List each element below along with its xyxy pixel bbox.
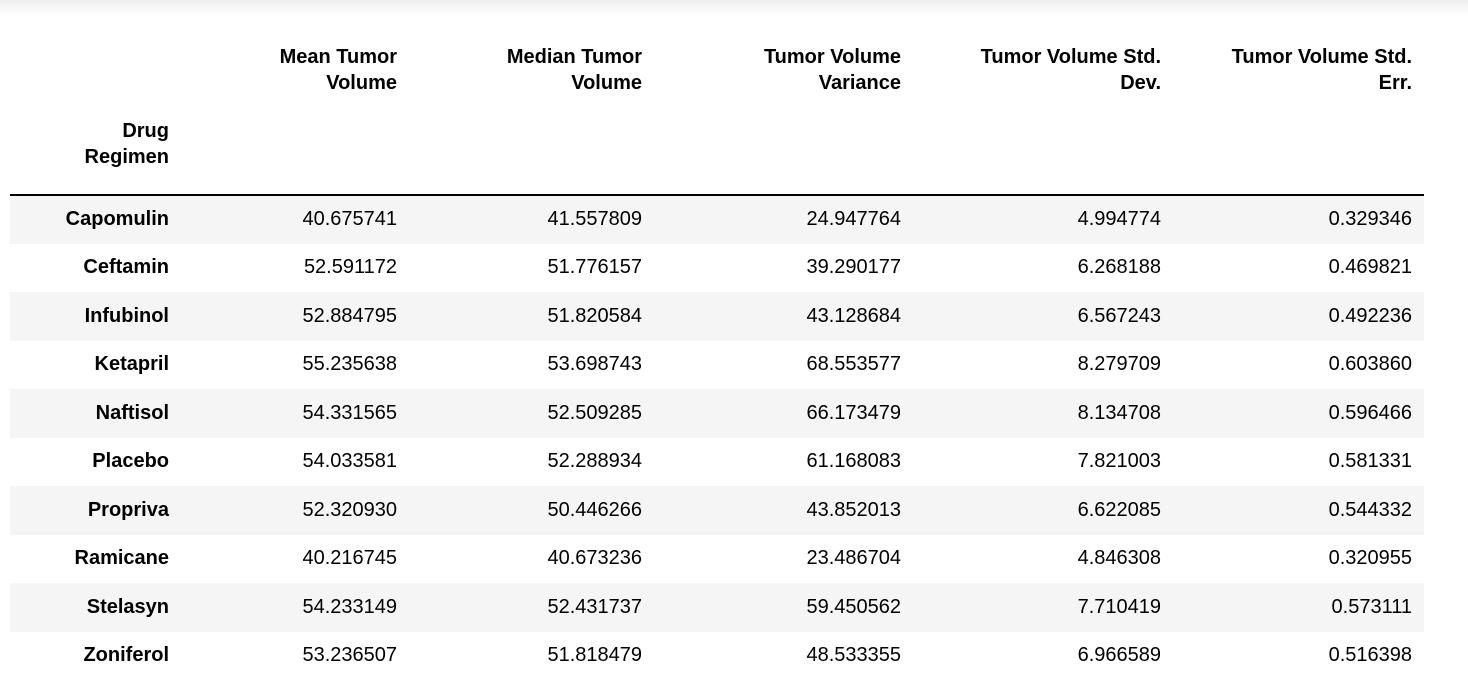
table-cell: 55.235638 — [302, 353, 397, 376]
table-row: Zoniferol 53.236507 51.818479 48.533355 6.96… — [10, 632, 1424, 681]
table-row: Capomulin 40.675741 41.557809 24.947764 4.99… — [10, 195, 1424, 244]
column-header: Mean Tumor Volume — [279, 46, 397, 94]
table-cell: 66.173479 — [806, 401, 901, 424]
table-cell: 6.622085 — [1077, 498, 1161, 521]
table-cell: 68.553577 — [806, 353, 901, 376]
table-row: Infubinol 52.884795 51.820584 43.128684 6.56… — [10, 292, 1424, 341]
table-cell: 0.581331 — [1328, 450, 1412, 473]
table-row: Ramicane 40.216745 40.673236 23.486704 4.846… — [10, 535, 1424, 584]
row-label: Ceftamin — [83, 256, 169, 279]
table-cell: 41.557809 — [547, 208, 642, 231]
table-cell: 0.329346 — [1328, 208, 1412, 231]
row-label: Placebo — [92, 450, 169, 473]
table-cell: 6.966589 — [1077, 644, 1161, 667]
table-cell: 54.233149 — [302, 595, 397, 618]
table-cell: 52.591172 — [303, 256, 397, 279]
table-cell: 39.290177 — [806, 256, 901, 279]
table-row: Placebo 54.033581 52.288934 61.168083 7.8210… — [10, 438, 1424, 487]
table-cell: 53.236507 — [302, 644, 397, 667]
table-cell: 53.698743 — [547, 353, 642, 376]
table-cell: 23.486704 — [806, 547, 901, 570]
table-cell: 24.947764 — [806, 208, 901, 231]
row-label: Naftisol — [95, 401, 169, 424]
table-cell: 0.516398 — [1328, 644, 1412, 667]
table-cell: 4.846308 — [1077, 547, 1161, 570]
table-cell: 43.128684 — [806, 304, 901, 327]
table-row: Naftisol 54.331565 52.509285 66.173479 8.134… — [10, 389, 1424, 438]
table-cell: 52.288934 — [547, 450, 642, 473]
table-cell: 54.033581 — [302, 450, 397, 473]
table-cell: 0.469821 — [1328, 256, 1412, 279]
table-cell: 50.446266 — [547, 498, 642, 521]
table-cell: 0.492236 — [1328, 304, 1412, 327]
table-cell: 52.431737 — [547, 595, 642, 618]
table-cell: 6.567243 — [1077, 304, 1161, 327]
table-cell: 40.216745 — [302, 547, 397, 570]
index-row-blank — [181, 114, 409, 195]
table-cell: 61.168083 — [806, 450, 901, 473]
table-cell: 8.279709 — [1077, 353, 1161, 376]
table-cell: 0.573111 — [1331, 595, 1412, 618]
table-cell: 4.994774 — [1077, 208, 1161, 231]
table-cell: 48.533355 — [806, 644, 901, 667]
table-cell: 51.820584 — [547, 304, 642, 327]
table-row: Ketapril 55.235638 53.698743 68.553577 8.279… — [10, 341, 1424, 390]
index-name-header: Drug Regimen — [84, 120, 169, 168]
index-name-row: Drug Regimen — [10, 114, 1424, 195]
table-cell: 7.710419 — [1077, 595, 1161, 618]
table-cell: 40.675741 — [302, 208, 397, 231]
row-label: Zoniferol — [83, 644, 169, 667]
row-label: Capomulin — [65, 208, 169, 231]
table-cell: 0.544332 — [1328, 498, 1412, 521]
row-label: Stelasyn — [86, 595, 169, 618]
row-label: Ramicane — [74, 547, 170, 570]
table-cell: 0.596466 — [1328, 401, 1412, 424]
row-label: Ketapril — [94, 353, 169, 376]
table-row: Ceftamin 52.591172 51.776157 39.290177 6.268… — [10, 244, 1424, 293]
index-row-blank — [409, 114, 654, 195]
table-cell: 52.320930 — [302, 498, 397, 521]
column-header: Tumor Volume Std. Err. — [1231, 46, 1412, 94]
corner-header-cell — [10, 40, 181, 114]
table-cell: 54.331565 — [302, 401, 397, 424]
index-row-blank — [913, 114, 1173, 195]
column-header: Tumor Volume Variance — [763, 46, 901, 94]
table-cell: 51.776157 — [547, 256, 642, 279]
table-cell: 43.852013 — [806, 498, 901, 521]
table-cell: 51.818479 — [547, 644, 642, 667]
output-area-shadow — [0, 0, 1468, 14]
table-cell: 8.134708 — [1077, 401, 1161, 424]
dataframe-output: Mean Tumor Volume Median Tumor Volume Tu… — [10, 40, 1424, 680]
table-row: Propriva 52.320930 50.446266 43.852013 6.622… — [10, 486, 1424, 535]
column-header: Median Tumor Volume — [506, 46, 642, 94]
table-cell: 52.509285 — [547, 401, 642, 424]
table-cell: 52.884795 — [302, 304, 397, 327]
table-cell: 40.673236 — [547, 547, 642, 570]
table-cell: 0.320955 — [1328, 547, 1412, 570]
index-row-blank — [654, 114, 913, 195]
table-row: Stelasyn 54.233149 52.431737 59.450562 7.710… — [10, 583, 1424, 632]
row-label: Propriva — [87, 498, 169, 521]
index-row-blank — [1173, 114, 1424, 195]
column-header-row: Mean Tumor Volume Median Tumor Volume Tu… — [10, 40, 1424, 114]
table-cell: 0.603860 — [1328, 353, 1412, 376]
row-label: Infubinol — [84, 304, 169, 327]
column-header: Tumor Volume Std. Dev. — [980, 46, 1161, 94]
table-cell: 6.268188 — [1077, 256, 1161, 279]
table-cell: 59.450562 — [806, 595, 901, 618]
summary-statistics-table: Mean Tumor Volume Median Tumor Volume Tu… — [10, 40, 1424, 680]
table-body: Capomulin 40.675741 41.557809 24.947764 4.99… — [10, 195, 1424, 680]
table-cell: 7.821003 — [1077, 450, 1161, 473]
